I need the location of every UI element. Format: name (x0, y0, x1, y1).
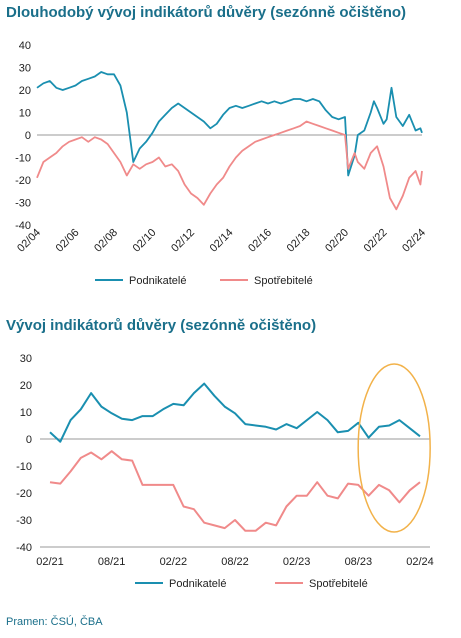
source-note: Pramen: ČSÚ, ČBA (6, 616, 103, 628)
x-tick-label: 02/23 (283, 556, 311, 568)
x-tick-label: 02/14 (208, 227, 236, 255)
legend-label: Podnikatelé (169, 578, 227, 590)
legend-label: Spotřebitelé (309, 578, 368, 590)
x-tick-label: 02/21 (36, 556, 64, 568)
x-tick-label: 02/22 (160, 556, 188, 568)
y-tick-label: -30 (16, 515, 32, 527)
y-tick-label: -20 (16, 488, 32, 500)
x-tick-label: 02/12 (169, 227, 197, 255)
x-tick-label: 02/18 (285, 227, 313, 255)
x-tick-label: 08/21 (98, 556, 126, 568)
legend-label: Spotřebitelé (254, 275, 313, 287)
x-tick-label: 02/22 (362, 227, 390, 255)
y-tick-label: -30 (15, 198, 31, 210)
series-line-spotrebitele (36, 120, 423, 211)
x-tick-label: 08/23 (345, 556, 373, 568)
y-tick-label: -10 (15, 153, 31, 165)
y-tick-label: 10 (20, 407, 32, 419)
x-tick-label: 08/22 (221, 556, 249, 568)
chart2-recent-confidence: -40 -30 -20 -10 0 10 20 30 02/21 08/21 02/22 08/22 0… (16, 353, 434, 590)
legend-label: Podnikatelé (129, 275, 187, 287)
y-tick-label: 20 (19, 85, 31, 97)
y-tick-label: -40 (15, 220, 31, 232)
y-tick-label: 10 (19, 108, 31, 120)
y-tick-label: -20 (15, 175, 31, 187)
chart2-title: Vývoj indikátorů důvěry (sezónně očištěn… (6, 317, 317, 334)
x-tick-label: 02/08 (92, 227, 120, 255)
x-tick-label: 02/10 (131, 227, 159, 255)
series-line-spotrebitele (49, 450, 421, 532)
y-tick-label: 0 (26, 434, 32, 446)
y-tick-label: 30 (19, 63, 31, 75)
x-tick-label: 02/20 (323, 227, 351, 255)
y-tick-label: 30 (20, 353, 32, 365)
x-tick-label: 02/24 (400, 227, 428, 255)
y-tick-label: 20 (20, 380, 32, 392)
x-tick-label: 02/06 (54, 227, 82, 255)
y-tick-label: -10 (16, 461, 32, 473)
x-tick-label: 02/16 (246, 227, 274, 255)
y-tick-label: 40 (19, 40, 31, 52)
y-tick-label: 0 (25, 130, 31, 142)
series-line-podnikatele (49, 382, 421, 443)
highlight-ellipse (357, 363, 431, 533)
series-line-podnikatele (36, 71, 423, 177)
chart1-title: Dlouhodobý vývoj indikátorů důvěry (sezó… (6, 4, 407, 21)
y-tick-label: -40 (16, 542, 32, 554)
x-tick-label: 02/24 (406, 556, 434, 568)
